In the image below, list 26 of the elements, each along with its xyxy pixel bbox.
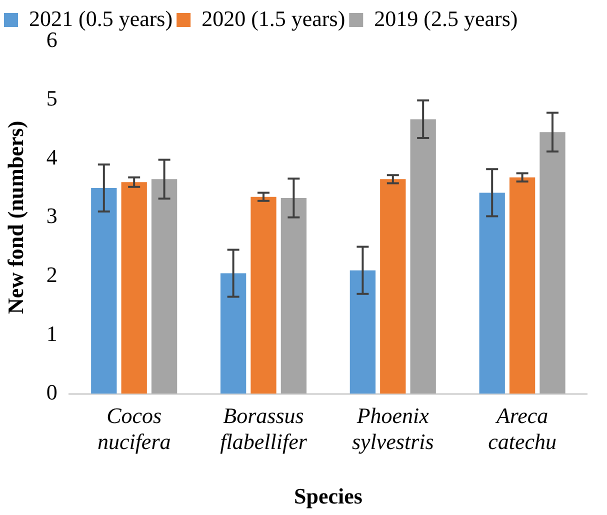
x-axis-title: Species xyxy=(294,483,363,508)
bar xyxy=(121,182,147,394)
x-tick-label: Phoenix sylvestris xyxy=(352,402,434,454)
x-tick-label: Borassus flabellifer xyxy=(220,402,308,454)
bar xyxy=(151,179,178,394)
bar xyxy=(540,132,566,394)
y-tick-label: 4 xyxy=(46,144,58,170)
y-tick-label: 5 xyxy=(46,86,58,111)
bar xyxy=(280,198,307,394)
bar xyxy=(350,270,376,394)
legend-label: 2020 (1.5 years) xyxy=(202,6,346,31)
bar xyxy=(509,177,536,394)
y-tick-label: 1 xyxy=(46,320,58,346)
x-tick-label: Areca catechu xyxy=(488,402,557,454)
bar xyxy=(220,273,246,394)
legend-label: 2019 (2.5 years) xyxy=(374,6,518,31)
bar xyxy=(91,188,117,394)
x-tick-label: Cocos nucifera xyxy=(97,402,171,454)
y-tick-label: 0 xyxy=(46,380,58,405)
y-tick-label: 2 xyxy=(46,262,58,287)
bar xyxy=(250,196,276,394)
bar xyxy=(380,179,406,394)
bar xyxy=(479,192,505,394)
y-axis-title: New fond (numbers) xyxy=(2,120,28,314)
y-tick-label: 3 xyxy=(46,203,58,228)
bar xyxy=(410,119,436,394)
